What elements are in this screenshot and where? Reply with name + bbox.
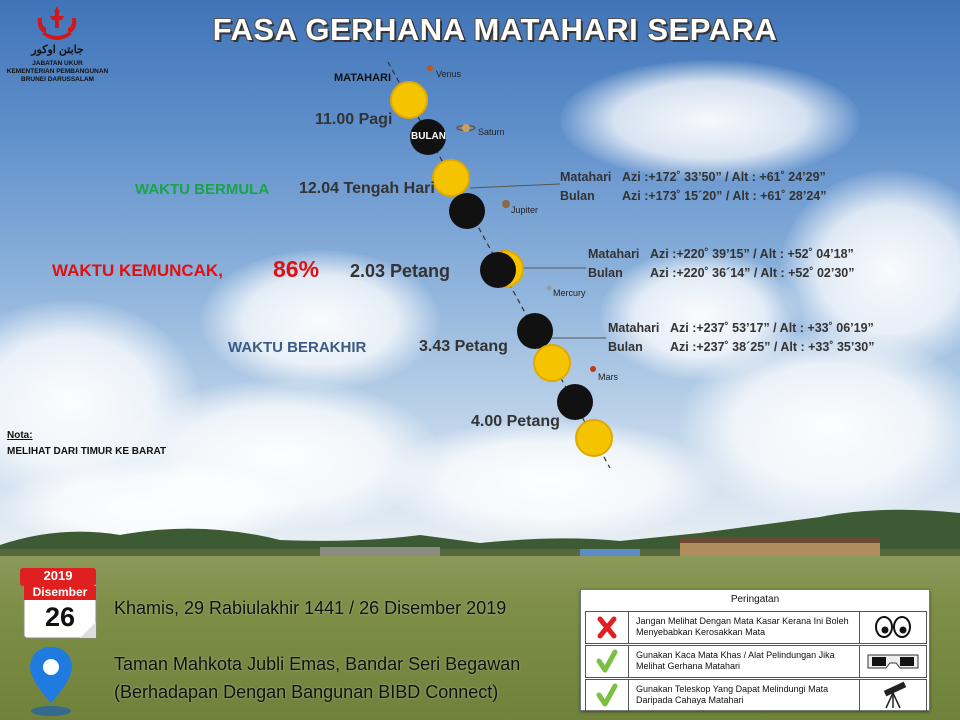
calendar-month: Disember — [32, 585, 88, 599]
mercury-dot — [546, 285, 552, 291]
phase-kemuncak: WAKTU KEMUNCAK, — [52, 261, 223, 280]
eyes-icon — [859, 612, 926, 643]
moon-400 — [557, 384, 593, 420]
warning-text-3: Gunakan Teleskop Yang Dapat Melindungi M… — [636, 684, 829, 705]
warning-text-1: Jangan Melihat Dengan Mata Kasar Kerana … — [636, 616, 849, 637]
moon-1100 — [410, 119, 446, 155]
warning-text-2: Gunakan Kaca Mata Khas / Alat Pelindunga… — [636, 650, 835, 671]
sun-400 — [575, 419, 613, 457]
note-title: Nota: — [7, 430, 33, 441]
mercury-label: Mercury — [553, 288, 586, 298]
jupiter-label: Jupiter — [511, 205, 539, 215]
moon-343 — [517, 313, 553, 349]
coord-end-moon: Bulan Azi :+237˚ 38´25” / Alt : +33˚ 35’3… — [608, 340, 875, 354]
matahari-label: MATAHARI — [334, 72, 392, 84]
moon-1204 — [449, 193, 485, 229]
calendar-day: 26 — [44, 602, 76, 632]
telescope-icon — [859, 680, 926, 711]
time-1204: 12.04 Tengah Hari — [299, 180, 435, 197]
logo-line-1: JABATAN UKUR — [32, 60, 83, 67]
event-date: Khamis, 29 Rabiulakhir 1441 / 26 Disembe… — [114, 598, 507, 618]
x-mark-icon — [586, 612, 629, 643]
phase-kemuncak-percent: 86% — [273, 256, 320, 282]
coord-start-sun: Matahari Azi :+172˚ 33’50” / Alt : +61˚ 2… — [560, 170, 826, 184]
coord-start-moon: Bulan Azi :+173˚ 15´20” / Alt : +61˚ 28’2… — [560, 189, 827, 203]
event-venue-line1: Taman Mahkota Jubli Emas, Bandar Seri Be… — [114, 654, 521, 674]
calendar-year: 2019 — [43, 568, 73, 583]
bulan-label: BULAN — [411, 131, 446, 142]
warning-row-1: Jangan Melihat Dengan Mata Kasar Kerana … — [585, 611, 927, 644]
phase-bermula: WAKTU BERMULA — [135, 181, 270, 198]
sun-1204 — [432, 159, 470, 197]
warning-row-2: Gunakan Kaca Mata Khas / Alat Pelindunga… — [585, 645, 927, 678]
time-343: 3.43 Petang — [419, 338, 508, 355]
warning-title: Peringatan — [730, 594, 780, 605]
time-1100: 11.00 Pagi — [315, 111, 393, 128]
logo-line-2: KEMENTERIAN PEMBANGUNAN — [6, 68, 109, 75]
logo-line-3: BRUNEI DARUSSALAM — [21, 76, 94, 83]
coord-end-sun: Matahari Azi :+237˚ 53’17” / Alt : +33˚ 0… — [608, 321, 874, 335]
time-400: 4.00 Petang — [471, 413, 560, 430]
event-venue-line2: (Berhadapan Dengan Bangunan BIBD Connect… — [114, 682, 499, 702]
eclipse-path-diagram — [387, 61, 613, 469]
phase-berakhir: WAKTU BERAKHIR — [228, 339, 367, 356]
connector-start — [469, 183, 561, 189]
warning-panel: Peringatan Jangan Melihat Dengan Mata Ka… — [580, 589, 930, 712]
sun-1100 — [390, 81, 428, 119]
note-text: MELIHAT DARI TIMUR KE BARAT — [7, 446, 167, 457]
venus-label: Venus — [436, 69, 462, 79]
jabatan-ukur-crest-icon — [37, 6, 77, 40]
page-title: FASA GERHANA MATAHARI SEPARA — [212, 12, 778, 47]
mars-dot — [590, 366, 596, 372]
venus-dot — [427, 65, 433, 71]
sun-343 — [533, 344, 571, 382]
saturn-dot — [462, 124, 470, 132]
logo-arabic-text: جابتن اوكور — [31, 44, 84, 56]
mars-label: Mars — [598, 372, 618, 382]
coord-peak-moon: Bulan Azi :+220˚ 36´14” / Alt : +52˚ 02’3… — [588, 266, 855, 280]
saturn-label: Saturn — [478, 127, 505, 137]
check-mark-icon — [586, 680, 629, 711]
calendar-icon: 2019 Disember 26 — [20, 566, 98, 640]
jupiter-dot — [502, 200, 510, 208]
location-pin-icon — [30, 647, 72, 716]
eclipse-glasses-icon — [859, 646, 926, 677]
time-203: 2.03 Petang — [350, 261, 451, 281]
coord-peak-sun: Matahari Azi :+220˚ 39’15” / Alt : +52˚ 0… — [588, 247, 854, 261]
warning-row-3: Gunakan Teleskop Yang Dapat Melindungi M… — [585, 679, 927, 712]
check-mark-icon — [586, 646, 629, 677]
moon-peak — [480, 252, 516, 288]
